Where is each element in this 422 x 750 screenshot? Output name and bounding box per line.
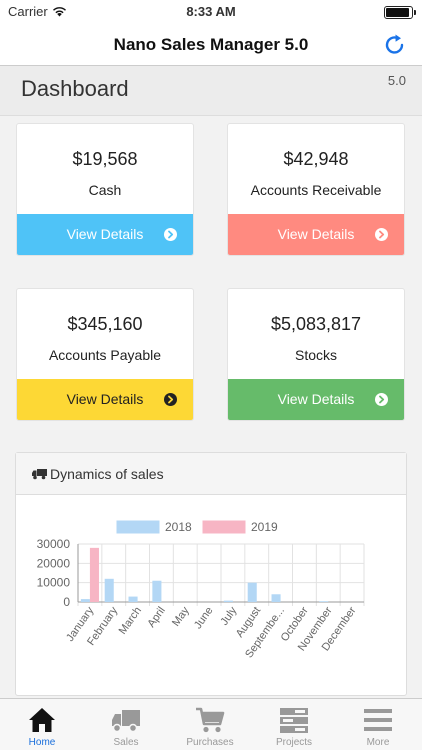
tab-label: Purchases bbox=[186, 737, 234, 748]
refresh-icon[interactable] bbox=[382, 32, 408, 58]
card-label: Accounts Payable bbox=[48, 347, 162, 363]
y-tick-label: 30000 bbox=[37, 537, 71, 551]
legend-label: 2018 bbox=[165, 520, 192, 534]
accounts-payable-view-details-button[interactable]: View Details bbox=[17, 379, 193, 420]
arrow-circle-right-icon bbox=[164, 228, 177, 241]
bar-2018-Septembe... bbox=[271, 594, 281, 602]
y-tick-label: 10000 bbox=[37, 576, 71, 590]
tab-more[interactable]: More bbox=[336, 699, 420, 750]
card-amount: $19,568 bbox=[72, 149, 138, 169]
sales-dynamics-panel: Dynamics of sales 2018 2019 30000 20000 100… bbox=[15, 452, 407, 696]
tab-sales[interactable]: Sales bbox=[84, 699, 168, 750]
x-tick-label: July bbox=[218, 604, 239, 627]
card-label: Cash bbox=[88, 182, 122, 198]
nav-bar: Nano Sales Manager 5.0 bbox=[0, 24, 422, 66]
x-tick-label: March bbox=[117, 605, 144, 637]
cart-icon bbox=[196, 707, 225, 733]
chart-grid bbox=[77, 543, 365, 606]
cash-view-details-button[interactable]: View Details bbox=[17, 214, 193, 255]
carrier-label: Carrier bbox=[8, 4, 48, 19]
chart-bars bbox=[80, 547, 329, 602]
projects-icon bbox=[280, 708, 308, 733]
menu-icon bbox=[364, 709, 392, 731]
accounts-receivable-card: $42,948 Accounts Receivable View Details bbox=[227, 123, 405, 256]
legend-swatch bbox=[116, 520, 160, 534]
bar-2018-February bbox=[104, 578, 114, 602]
chart-legend: 2018 2019 bbox=[116, 520, 278, 534]
y-tick-label: 20000 bbox=[37, 556, 71, 570]
y-tick-label: 0 bbox=[63, 595, 70, 609]
clock: 8:33 AM bbox=[186, 4, 236, 19]
battery-icon bbox=[384, 6, 416, 19]
accounts-payable-card: $345,160 Accounts Payable View Details bbox=[16, 288, 194, 421]
panel-title: Dynamics of sales bbox=[50, 466, 164, 482]
app-title: Nano Sales Manager 5.0 bbox=[113, 35, 309, 54]
truck-icon bbox=[112, 710, 140, 733]
bar-2018-April bbox=[152, 580, 162, 602]
tab-label: Home bbox=[28, 737, 56, 748]
card-label: Accounts Receivable bbox=[250, 182, 382, 198]
arrow-circle-right-icon bbox=[375, 393, 388, 406]
card-amount: $345,160 bbox=[67, 314, 143, 334]
tab-label: Sales bbox=[113, 737, 139, 748]
wifi-icon bbox=[53, 7, 66, 17]
status-bar: Carrier 8:33 AM bbox=[0, 0, 422, 24]
tab-label: Projects bbox=[275, 737, 313, 748]
y-axis-ticks: 30000 20000 10000 0 bbox=[37, 537, 71, 609]
home-icon bbox=[29, 708, 55, 732]
x-tick-label: April bbox=[145, 605, 167, 630]
card-amount: $5,083,817 bbox=[270, 314, 362, 334]
card-label: Stocks bbox=[294, 347, 337, 363]
view-details-label: View Details bbox=[277, 226, 355, 242]
sales-chart: 2018 2019 30000 20000 10000 0 JanuaryFebruar… bbox=[37, 520, 365, 660]
version-label: 5.0 bbox=[387, 73, 406, 88]
cash-card: $19,568 Cash View Details bbox=[16, 123, 194, 256]
dashboard-header: Dashboard 5.0 bbox=[0, 66, 422, 116]
card-amount: $42,948 bbox=[283, 149, 349, 169]
bar-2018-January bbox=[80, 599, 90, 602]
bar-2019-January bbox=[89, 547, 99, 602]
stocks-card: $5,083,817 Stocks View Details bbox=[227, 288, 405, 421]
arrow-circle-right-icon bbox=[164, 393, 177, 406]
panel-header: Dynamics of sales bbox=[16, 453, 406, 495]
view-details-label: View Details bbox=[277, 391, 355, 407]
tab-label: More bbox=[366, 737, 390, 748]
bar-2018-August bbox=[247, 582, 257, 602]
bar-2018-July bbox=[223, 600, 233, 602]
view-details-label: View Details bbox=[66, 391, 144, 407]
stocks-view-details-button[interactable]: View Details bbox=[228, 379, 404, 420]
truck-icon bbox=[32, 469, 47, 480]
bar-2018-March bbox=[128, 596, 138, 602]
tab-home[interactable]: Home bbox=[0, 699, 84, 750]
x-tick-label: May bbox=[170, 604, 192, 628]
legend-label: 2019 bbox=[251, 520, 278, 534]
arrow-circle-right-icon bbox=[375, 228, 388, 241]
page-title: Dashboard bbox=[21, 76, 129, 101]
bar-2018-November bbox=[319, 601, 329, 602]
view-details-label: View Details bbox=[66, 226, 144, 242]
x-tick-label: June bbox=[192, 605, 216, 631]
tab-purchases[interactable]: Purchases bbox=[168, 699, 252, 750]
tab-bar: Home Sales Purchases Projects bbox=[0, 698, 422, 750]
battery-level bbox=[386, 8, 409, 17]
tab-projects[interactable]: Projects bbox=[252, 699, 336, 750]
legend-swatch bbox=[202, 520, 246, 534]
accounts-receivable-view-details-button[interactable]: View Details bbox=[228, 214, 404, 255]
